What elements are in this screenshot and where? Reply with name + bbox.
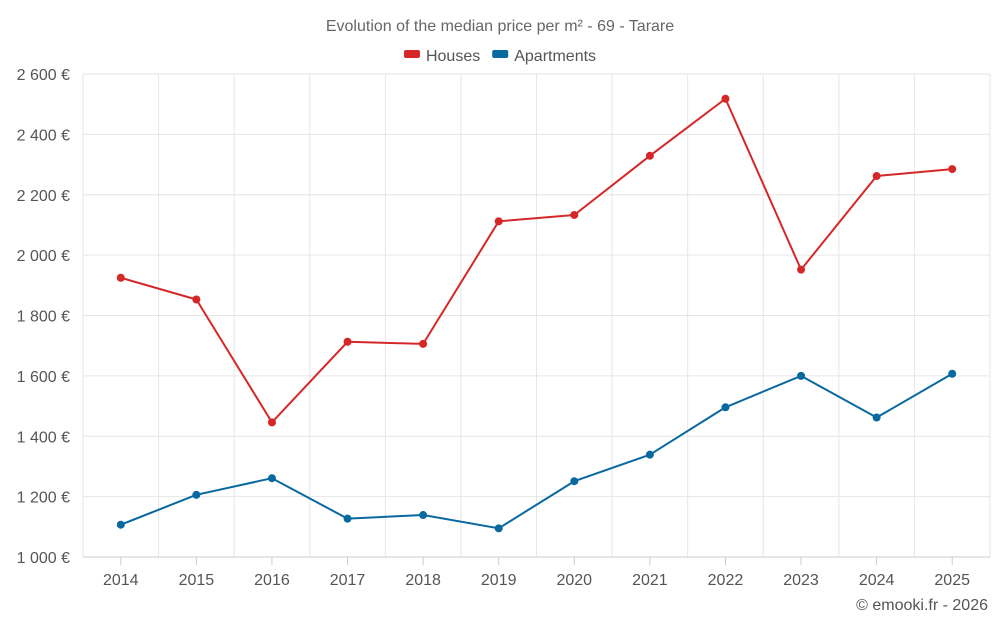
data-point-houses[interactable] xyxy=(872,172,881,181)
series-houses xyxy=(116,94,957,427)
x-tick-label: 2021 xyxy=(632,572,668,589)
y-tick-label: 2 000 € xyxy=(17,248,70,265)
x-tick-label: 2020 xyxy=(556,572,592,589)
legend-swatch xyxy=(492,50,509,58)
x-tick-label: 2018 xyxy=(405,572,441,589)
data-point-houses[interactable] xyxy=(116,273,125,282)
data-point-apartments[interactable] xyxy=(419,511,428,520)
data-point-apartments[interactable] xyxy=(494,524,503,533)
chart-title: Evolution of the median price per m² - 6… xyxy=(326,18,674,35)
series-line-houses xyxy=(120,97,953,424)
data-point-apartments[interactable] xyxy=(721,403,730,412)
data-point-apartments[interactable] xyxy=(645,450,654,459)
data-point-apartments[interactable] xyxy=(797,371,806,380)
data-point-apartments[interactable] xyxy=(948,369,957,378)
y-gridlines xyxy=(83,73,990,498)
legend-item-apartments[interactable]: Apartments xyxy=(492,48,596,65)
series-line-apartments xyxy=(120,372,953,530)
x-tick-label: 2015 xyxy=(179,572,215,589)
data-point-apartments[interactable] xyxy=(872,413,881,422)
y-tick-label: 2 400 € xyxy=(17,127,70,144)
data-point-houses[interactable] xyxy=(343,337,352,346)
y-tick-label: 1 800 € xyxy=(17,309,70,326)
x-tick-label: 2025 xyxy=(934,572,970,589)
data-point-houses[interactable] xyxy=(721,94,730,103)
data-point-apartments[interactable] xyxy=(192,490,201,499)
data-point-houses[interactable] xyxy=(192,295,201,304)
data-point-apartments[interactable] xyxy=(343,514,352,523)
x-tick-label: 2014 xyxy=(103,572,139,589)
data-point-houses[interactable] xyxy=(645,151,654,160)
data-point-houses[interactable] xyxy=(570,210,579,219)
data-point-houses[interactable] xyxy=(494,217,503,226)
x-tick-label: 2022 xyxy=(708,572,744,589)
data-point-houses[interactable] xyxy=(419,339,428,348)
y-axis-labels: 1 000 € 1 200 € 1 400 € 1 600 € 1 800 € 2 000… xyxy=(17,67,70,567)
legend-label: Houses xyxy=(426,48,480,65)
data-point-houses[interactable] xyxy=(948,165,957,174)
x-axis-labels: 2014 2015 2016 2017 2018 2019 2020 2021 2022 2023… xyxy=(103,557,970,589)
x-tick-label: 2017 xyxy=(330,572,366,589)
credit-text: © emooki.fr - 2026 xyxy=(856,597,988,614)
data-point-houses[interactable] xyxy=(797,265,806,274)
series-apartments xyxy=(116,369,957,533)
legend-label: Apartments xyxy=(514,48,596,65)
x-tick-label: 2024 xyxy=(859,572,895,589)
y-tick-label: 1 200 € xyxy=(17,490,70,507)
data-point-apartments[interactable] xyxy=(570,477,579,486)
series-layer xyxy=(116,94,957,533)
legend-swatch xyxy=(403,50,420,58)
y-tick-label: 1 600 € xyxy=(17,369,70,386)
data-point-houses[interactable] xyxy=(267,418,276,427)
y-tick-label: 1 000 € xyxy=(17,550,70,567)
y-tick-label: 2 600 € xyxy=(17,67,70,84)
legend-item-houses[interactable]: Houses xyxy=(403,48,480,65)
y-tick-label: 2 200 € xyxy=(17,188,70,205)
legend: Houses Apartments xyxy=(403,48,596,65)
y-tick-label: 1 400 € xyxy=(17,429,70,446)
data-point-apartments[interactable] xyxy=(267,474,276,483)
x-tick-label: 2016 xyxy=(254,572,290,589)
data-point-apartments[interactable] xyxy=(116,520,125,529)
x-tick-label: 2019 xyxy=(481,572,517,589)
x-tick-label: 2023 xyxy=(783,572,819,589)
